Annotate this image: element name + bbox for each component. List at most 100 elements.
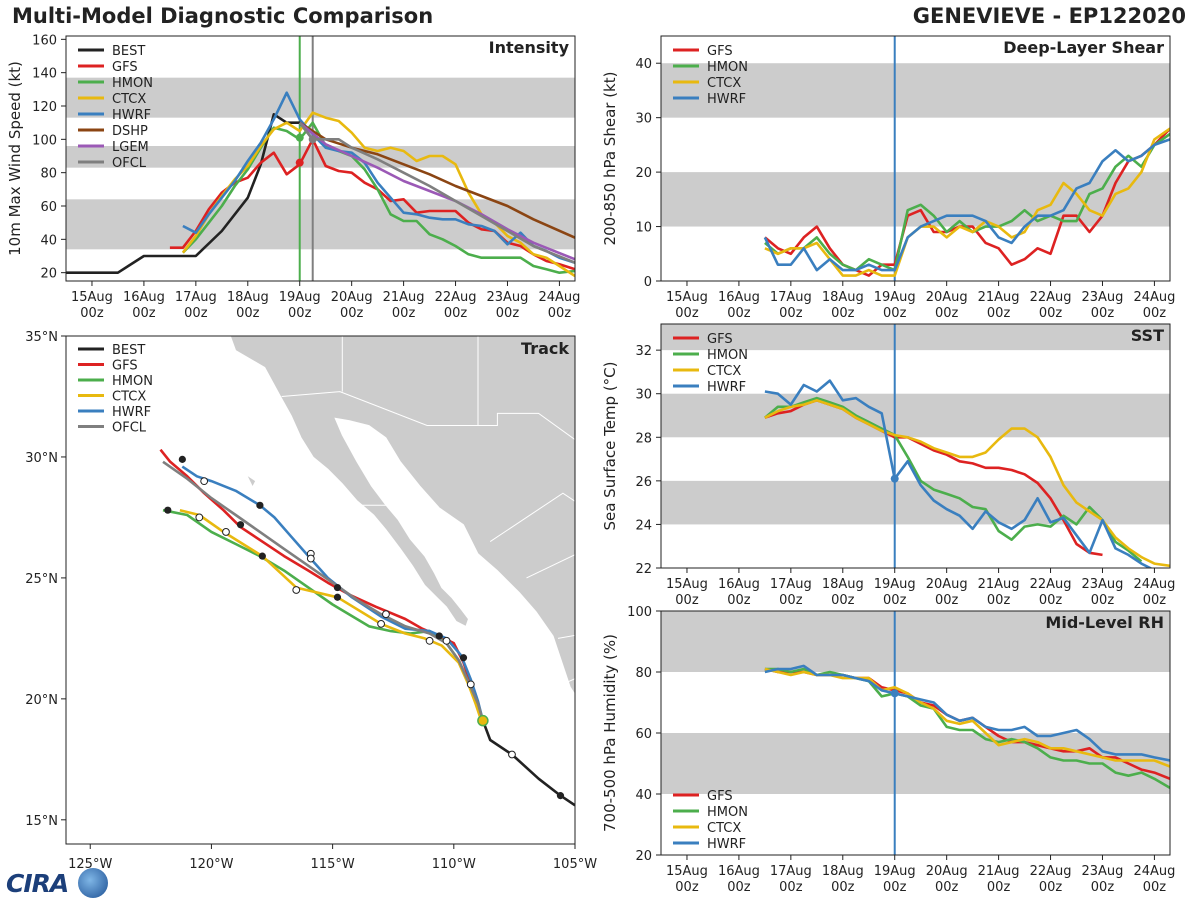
legend-label-ofcl: OFCL: [112, 421, 147, 436]
x-tick-label-date: 24Aug: [1133, 577, 1175, 592]
x-tick-label-hour: 00z: [80, 306, 104, 321]
x-tick-label-date: 21Aug: [978, 577, 1020, 592]
y-tick-label: 100: [32, 133, 57, 148]
x-tick-label-hour: 00z: [987, 880, 1011, 895]
track-point-filled: [164, 506, 172, 514]
cira-logo-text: CIRA: [6, 869, 69, 898]
x-tick-label-hour: 00z: [184, 306, 208, 321]
x-tick-label-hour: 00z: [987, 593, 1011, 608]
state-border: [489, 492, 575, 543]
y-tick-label: 80: [40, 167, 57, 182]
shaded-band: [66, 77, 575, 118]
x-tick-label-date: 17Aug: [175, 290, 217, 305]
panel-shear: 01020304015Aug00z16Aug00z17Aug00z18Aug00…: [601, 35, 1175, 321]
x-tick-label-hour: 00z: [779, 593, 803, 608]
panel-title: Deep-Layer Shear: [1003, 38, 1164, 57]
cira-logo: CIRA: [4, 866, 114, 900]
x-tick-label-date: 16Aug: [718, 290, 760, 305]
legend-label-gfs: GFS: [707, 44, 733, 59]
y-tick-label: 140: [32, 67, 57, 82]
legend-label-hmon: HMON: [112, 76, 153, 91]
x-tick-label-hour: 00z: [444, 306, 468, 321]
plot-area: [661, 324, 1170, 568]
track-point-filled: [459, 654, 468, 662]
current-position-marker: [477, 714, 489, 727]
series-line-hmon: [764, 132, 1170, 272]
legend-label-dshp: DSHP: [112, 124, 148, 139]
track-point-filled: [333, 583, 342, 592]
x-tick-label-hour: 00z: [831, 593, 855, 608]
track-point-open: [508, 750, 516, 759]
x-tick-label-date: 23Aug: [487, 290, 529, 305]
globe-icon: [78, 868, 108, 898]
series-line-hwrf: [764, 379, 1153, 568]
y-tick-label: 35°N: [25, 330, 58, 345]
legend-label-gfs: GFS: [707, 332, 733, 347]
y-tick-label: 10: [635, 221, 652, 236]
x-tick-label-hour: 00z: [779, 306, 803, 321]
y-tick-label: 60: [40, 200, 57, 215]
x-tick-label-hour: 00z: [236, 306, 260, 321]
x-tick-label-hour: 00z: [883, 880, 907, 895]
x-tick-label-date: 15Aug: [666, 290, 708, 305]
x-tick-label-hour: 00z: [496, 306, 520, 321]
panel-intensity: 2040608010012014016015Aug00z16Aug00z17Au…: [6, 33, 580, 321]
x-tick-label-date: 23Aug: [1082, 864, 1124, 879]
track-line-ofcl: [162, 460, 485, 721]
track-point-open: [200, 477, 209, 486]
y-tick-label: 15°N: [25, 814, 58, 829]
state-border: [281, 391, 575, 441]
track-point-open: [425, 636, 434, 645]
x-tick-label-date: 18Aug: [227, 290, 269, 305]
x-tick-label-date: 18Aug: [822, 864, 864, 879]
panel-title: Intensity: [489, 38, 570, 57]
x-tick-label-date: 22Aug: [1030, 864, 1072, 879]
y-tick-label: 40: [635, 57, 652, 72]
x-tick-label: 125°W: [68, 857, 112, 872]
y-tick-label: 20: [635, 849, 652, 864]
track-point-open: [382, 610, 390, 619]
y-tick-label: 32: [635, 344, 652, 359]
x-tick-label-date: 24Aug: [538, 290, 580, 305]
x-tick-label-date: 19Aug: [874, 290, 916, 305]
panel-title: SST: [1131, 326, 1164, 345]
island: [247, 476, 256, 486]
legend-label-lgem: LGEM: [112, 140, 149, 155]
x-tick-label-date: 22Aug: [1030, 290, 1072, 305]
x-tick-label-hour: 00z: [831, 306, 855, 321]
x-tick-label-hour: 00z: [1143, 306, 1167, 321]
track-point-filled: [178, 455, 186, 463]
legend-label-hwrf: HWRF: [707, 92, 746, 107]
marker-hwrf: [890, 689, 899, 698]
track-point-open: [222, 528, 230, 536]
x-tick-label-date: 17Aug: [770, 864, 812, 879]
y-axis-label: Sea Surface Temp (°C): [601, 361, 619, 530]
x-tick-label-date: 20Aug: [331, 290, 373, 305]
axes-frame: [65, 35, 576, 282]
x-tick-label-date: 19Aug: [279, 290, 321, 305]
x-tick-label-date: 24Aug: [1133, 290, 1175, 305]
track-point-filled: [258, 552, 266, 560]
track-line-ctcx: [179, 508, 485, 726]
x-tick-label-hour: 00z: [675, 880, 699, 895]
x-tick-label-date: 20Aug: [926, 577, 968, 592]
series-line-hmon: [181, 121, 575, 275]
y-tick-label: 30°N: [25, 451, 58, 466]
legend-label-gfs: GFS: [112, 60, 138, 75]
legend-label-ctcx: CTCX: [112, 92, 146, 107]
x-tick-label-date: 15Aug: [666, 577, 708, 592]
track-point-filled: [556, 792, 565, 800]
x-tick-label-date: 17Aug: [770, 577, 812, 592]
y-tick-label: 30: [635, 388, 652, 403]
y-tick-label: 100: [627, 605, 652, 620]
y-tick-label: 28: [635, 431, 652, 446]
legend-label-hmon: HMON: [707, 60, 748, 75]
y-tick-label: 20: [635, 166, 652, 181]
track-point-open: [292, 586, 301, 594]
x-tick-label-hour: 00z: [831, 880, 855, 895]
x-tick-label-date: 17Aug: [770, 290, 812, 305]
shaded-band: [661, 480, 1170, 525]
axes-frame: [660, 35, 1171, 282]
